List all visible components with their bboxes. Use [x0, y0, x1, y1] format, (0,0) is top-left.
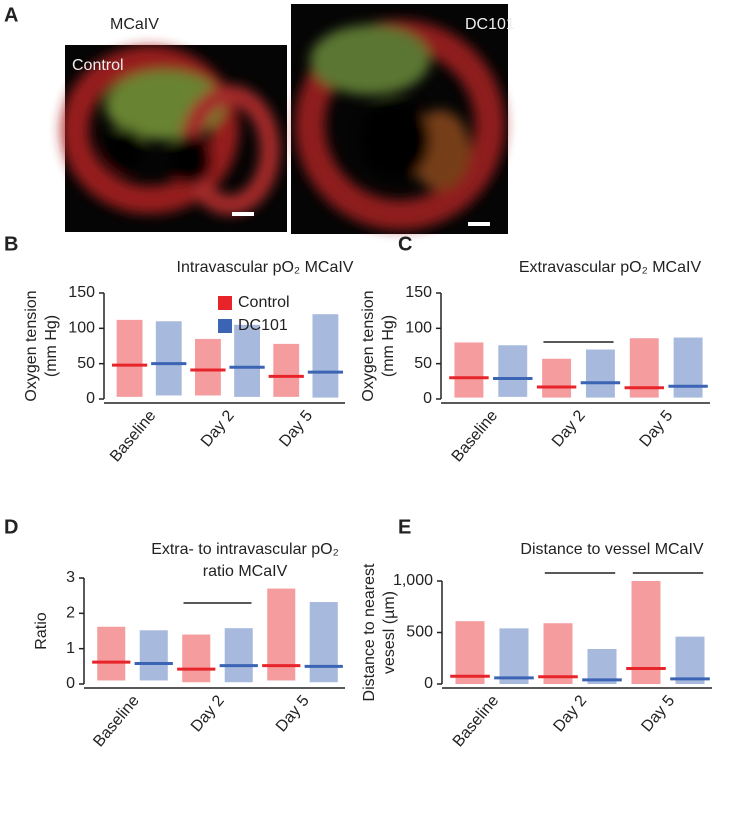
y-axis-label: Oxygen tension	[23, 290, 40, 401]
y-tick-label: 0	[86, 390, 95, 407]
image-label: DC101	[465, 16, 515, 33]
image-dc101	[291, 4, 508, 234]
value-spread	[454, 342, 484, 398]
value-spread	[182, 634, 211, 683]
y-tick-label: 150	[68, 284, 95, 301]
panel-label: E	[398, 516, 411, 538]
y-tick-label: 0	[423, 390, 432, 407]
legend-swatch	[218, 296, 232, 310]
y-tick-label: 100	[68, 320, 95, 337]
x-tick-label: Day 2	[549, 407, 589, 450]
x-tick-label: Day 5	[276, 407, 316, 450]
value-spread	[675, 636, 705, 684]
panel-label: B	[4, 233, 18, 255]
y-axis-label: Ratio	[33, 612, 50, 649]
legend-label: Control	[238, 294, 290, 311]
y-tick-label: 100	[405, 320, 432, 337]
y-axis-label: vesesl (µm)	[381, 591, 398, 674]
y-tick-label: 0	[66, 675, 75, 692]
x-tick-label: Day 2	[188, 692, 228, 735]
y-tick-label: 50	[77, 355, 95, 372]
y-tick-label: 3	[66, 569, 75, 586]
y-axis-label: (mm Hg)	[43, 315, 60, 377]
panel-label: A	[4, 4, 18, 26]
chart-title: Intravascular pO₂ MCaIV	[177, 259, 354, 276]
x-tick-label: Day 5	[638, 692, 678, 735]
x-tick-label: Day 5	[273, 692, 313, 735]
chart-title: Extra- to intravascular pO₂	[151, 541, 339, 558]
value-spread	[194, 338, 221, 396]
x-tick-label: Day 2	[198, 407, 238, 450]
y-tick-label: 150	[405, 284, 432, 301]
y-tick-label: 1	[66, 640, 75, 657]
y-tick-label: 0	[424, 675, 433, 692]
value-spread	[234, 324, 261, 397]
value-spread	[309, 602, 338, 683]
y-tick-label: 500	[406, 624, 433, 641]
x-tick-label: Baseline	[449, 407, 502, 465]
x-tick-label: Baseline	[90, 692, 143, 750]
image-control	[61, 45, 287, 232]
value-spread	[273, 343, 300, 397]
y-tick-label: 50	[414, 355, 432, 372]
y-tick-label: 2	[66, 605, 75, 622]
x-tick-label: Baseline	[450, 692, 503, 750]
value-spread	[455, 621, 485, 684]
panel-label: D	[4, 516, 18, 538]
value-spread	[585, 349, 615, 398]
value-spread	[224, 628, 253, 683]
y-axis-label: Distance to nearest	[361, 563, 378, 701]
legend-swatch	[218, 319, 232, 333]
y-axis-label: (mm Hg)	[380, 315, 397, 377]
image-label: Control	[72, 57, 124, 74]
x-tick-label: Day 2	[550, 692, 590, 735]
value-spread	[97, 626, 126, 681]
x-tick-label: Day 5	[637, 407, 677, 450]
value-spread	[139, 630, 168, 681]
value-spread	[498, 345, 528, 397]
value-spread	[543, 623, 573, 684]
value-spread	[673, 337, 703, 398]
value-spread	[116, 319, 143, 397]
value-spread	[312, 314, 339, 398]
value-spread	[499, 628, 529, 684]
panel-label: C	[398, 233, 412, 255]
y-tick-label: 1,000	[393, 572, 433, 589]
value-spread	[587, 648, 617, 684]
y-axis-label: Oxygen tension	[360, 290, 377, 401]
value-spread	[631, 581, 661, 684]
panel-title: MCaIV	[110, 16, 159, 33]
legend-label: DC101	[238, 317, 288, 334]
chart-title: Extravascular pO₂ MCaIV	[519, 259, 702, 276]
value-spread	[542, 358, 572, 398]
x-tick-label: Baseline	[107, 407, 160, 465]
chart-title: ratio MCaIV	[203, 563, 288, 580]
value-spread	[155, 321, 182, 396]
chart-title: Distance to vessel MCaIV	[520, 541, 704, 558]
